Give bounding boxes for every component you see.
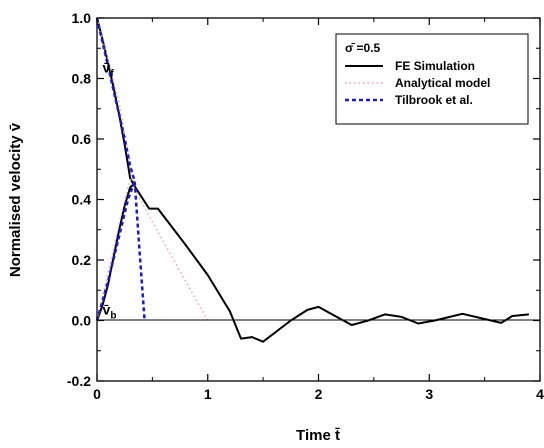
legend-title: σ̄ =0.5 — [345, 41, 381, 55]
x-tick-label: 3 — [425, 386, 433, 402]
series-line-1 — [96, 17, 529, 343]
legend-box — [335, 33, 529, 125]
series-line-3 — [95, 17, 146, 321]
plot-series — [95, 17, 529, 343]
y-tick-label: 0.8 — [72, 71, 92, 87]
y-tick-label: 0.6 — [72, 131, 92, 147]
y-tick-label: 0.4 — [72, 192, 92, 208]
series-line-2-rising — [96, 175, 134, 321]
legend-entries: FE Simulation Analytical model Tilbrook et… — [345, 59, 490, 107]
x-tick-label: 2 — [315, 386, 323, 402]
x-tick-label: 1 — [204, 386, 212, 402]
legend-label: FE Simulation — [395, 59, 475, 73]
x-tick-label: 0 — [93, 386, 101, 402]
y-axis-title: Normalised velocity v̄ — [7, 122, 24, 277]
legend-label: Analytical model — [395, 76, 490, 90]
y-tick-label: -0.2 — [67, 373, 91, 389]
tick-labels: 0 1 2 3 4 -0.2 0.0 0.2 0.4 0.6 0.8 1.0 — [67, 10, 544, 402]
series-line-3-rising — [95, 180, 136, 321]
y-tick-label: 1.0 — [72, 10, 92, 26]
y-tick-label: 0.0 — [72, 313, 92, 329]
x-axis-title: Time t̄ — [296, 427, 340, 444]
series-annotation: v̄f — [103, 59, 115, 79]
annotations: v̄f v̄b — [103, 59, 117, 321]
legend-label: Tilbrook et al. — [395, 93, 473, 107]
series-line-2 — [96, 17, 209, 321]
axis-ticks — [96, 17, 541, 382]
y-tick-label: 0.2 — [72, 252, 92, 268]
legend: σ̄ =0.5 FE Simulation Analytical model Til… — [335, 33, 529, 125]
x-tick-label: 4 — [536, 386, 544, 402]
series-annotation: v̄b — [103, 301, 117, 321]
